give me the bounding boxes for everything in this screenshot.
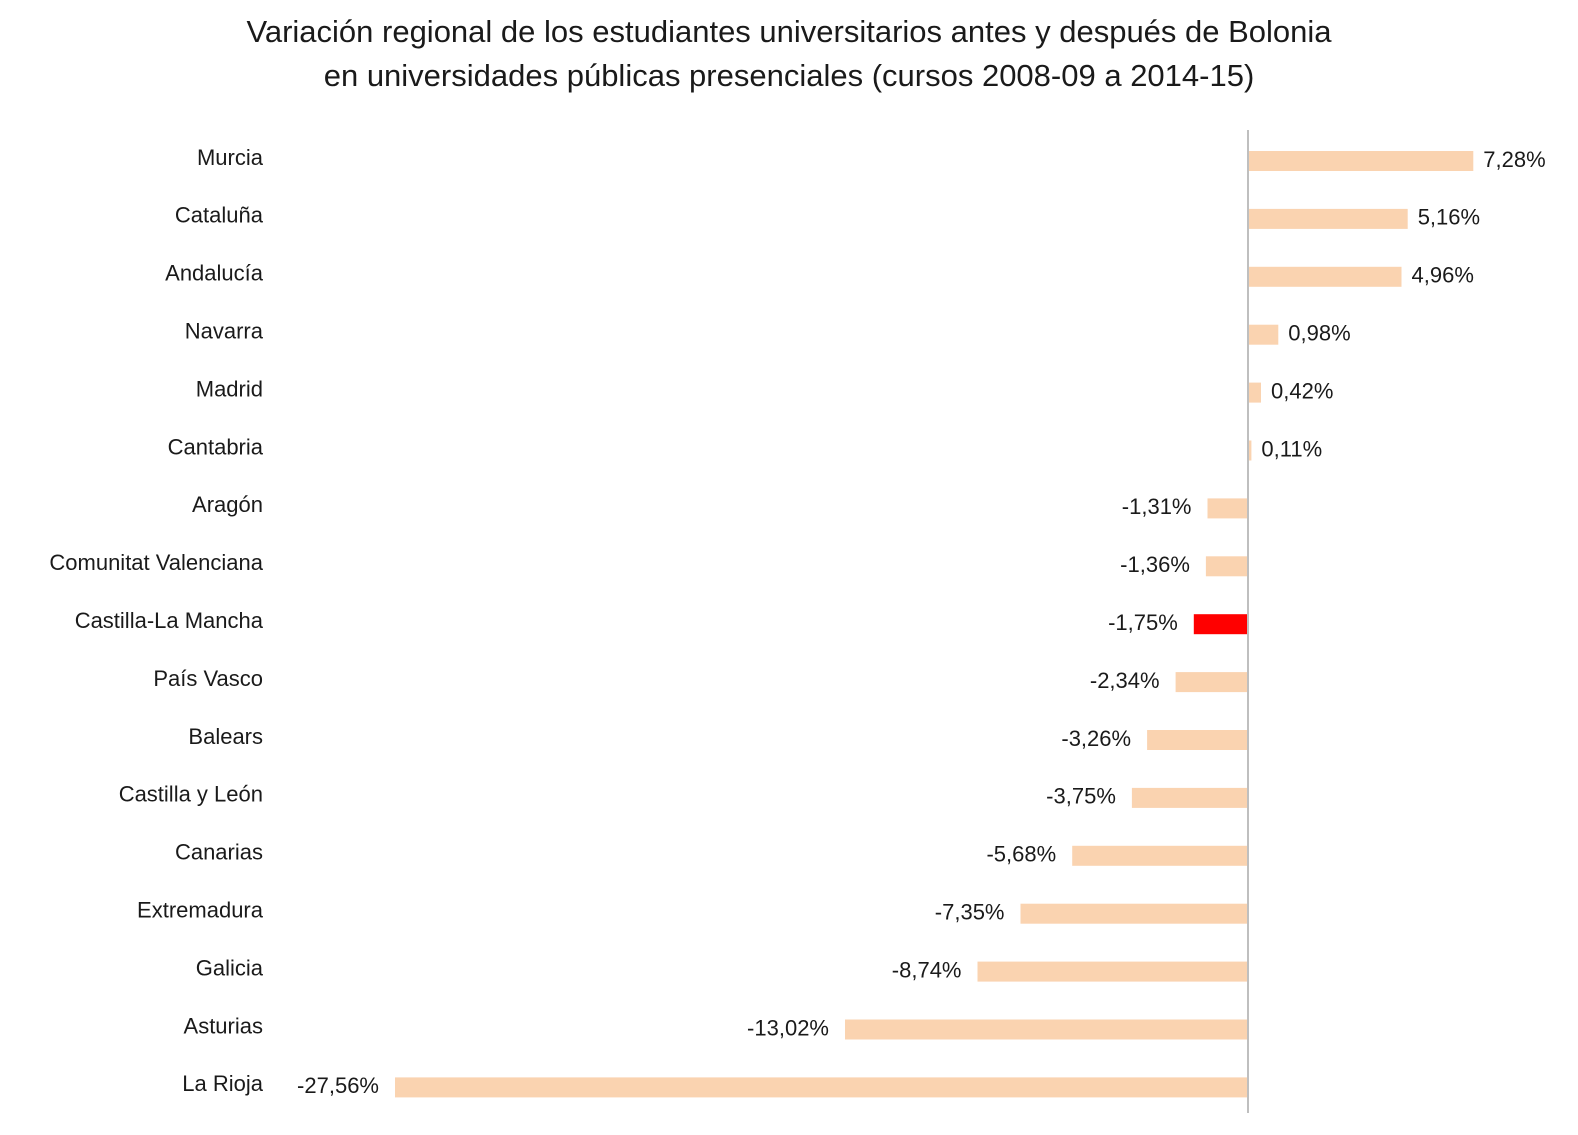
bar-madrid bbox=[1248, 382, 1261, 403]
value-label-comunitat-valenciana: -1,36% bbox=[1120, 552, 1190, 577]
chart-title-block: Variación regional de los estudiantes un… bbox=[0, 10, 1578, 98]
bar-navarra bbox=[1248, 324, 1279, 345]
bar-castilla-y-leon bbox=[1131, 787, 1248, 808]
value-label-la-rioja: -27,56% bbox=[297, 1073, 379, 1098]
category-label-asturias: Asturias bbox=[184, 1013, 263, 1038]
value-label-pais-vasco: -2,34% bbox=[1090, 668, 1160, 693]
bar-andalucia bbox=[1248, 266, 1402, 287]
bar-pais-vasco bbox=[1175, 672, 1248, 693]
value-label-aragon: -1,31% bbox=[1122, 494, 1192, 519]
category-label-navarra: Navarra bbox=[185, 319, 264, 344]
category-label-castilla-la-mancha: Castilla-La Mancha bbox=[75, 608, 264, 633]
bar-cantabria bbox=[1248, 440, 1252, 461]
category-label-aragon: Aragón bbox=[192, 492, 263, 517]
value-label-canarias: -5,68% bbox=[986, 842, 1056, 867]
bar-galicia bbox=[977, 961, 1248, 982]
value-label-galicia: -8,74% bbox=[892, 957, 962, 982]
category-label-balears: Balears bbox=[188, 724, 263, 749]
value-label-asturias: -13,02% bbox=[747, 1015, 829, 1040]
bar-balears bbox=[1147, 730, 1248, 750]
chart-subtitle: en universidades públicas presenciales (… bbox=[323, 58, 1255, 93]
bar-comunitat-valenciana bbox=[1205, 556, 1248, 577]
category-label-galicia: Galicia bbox=[196, 955, 264, 980]
value-label-castilla-la-mancha: -1,75% bbox=[1108, 610, 1178, 635]
category-label-pais-vasco: País Vasco bbox=[153, 666, 263, 691]
value-label-navarra: 0,98% bbox=[1288, 321, 1350, 346]
value-label-balears: -3,26% bbox=[1061, 726, 1131, 751]
bar-asturias bbox=[845, 1019, 1248, 1040]
bar-castilla-la-mancha bbox=[1193, 614, 1248, 635]
category-label-comunitat-valenciana: Comunitat Valenciana bbox=[49, 550, 263, 575]
chart-title: Variación regional de los estudiantes un… bbox=[246, 14, 1332, 49]
category-label-la-rioja: La Rioja bbox=[182, 1071, 263, 1096]
category-label-cataluna: Cataluña bbox=[175, 203, 264, 228]
category-label-castilla-y-leon: Castilla y León bbox=[119, 782, 263, 807]
bars-layer bbox=[395, 151, 1474, 1098]
value-label-extremadura: -7,35% bbox=[935, 900, 1005, 925]
category-label-madrid: Madrid bbox=[196, 376, 263, 401]
bar-canarias bbox=[1072, 845, 1248, 866]
bar-la-rioja bbox=[395, 1077, 1248, 1098]
value-label-cantabria: 0,11% bbox=[1261, 436, 1322, 461]
value-label-andalucia: 4,96% bbox=[1412, 263, 1474, 288]
category-label-murcia: Murcia bbox=[197, 145, 264, 170]
labels-layer: Murcia 7,28% Cataluña 5,16% Andalucía 4,96% Na… bbox=[49, 145, 1545, 1098]
bar-aragon bbox=[1207, 498, 1248, 519]
category-label-canarias: Canarias bbox=[175, 840, 263, 865]
category-label-andalucia: Andalucía bbox=[165, 261, 264, 286]
bar-cataluna bbox=[1248, 208, 1408, 229]
value-label-murcia: 7,28% bbox=[1483, 147, 1545, 172]
category-label-cantabria: Cantabria bbox=[168, 434, 264, 459]
value-label-cataluna: 5,16% bbox=[1418, 205, 1480, 230]
value-label-madrid: 0,42% bbox=[1271, 378, 1333, 403]
value-label-castilla-y-leon: -3,75% bbox=[1046, 784, 1116, 809]
bar-murcia bbox=[1248, 151, 1474, 171]
bar-extremadura bbox=[1020, 903, 1248, 924]
category-label-extremadura: Extremadura bbox=[137, 898, 264, 923]
